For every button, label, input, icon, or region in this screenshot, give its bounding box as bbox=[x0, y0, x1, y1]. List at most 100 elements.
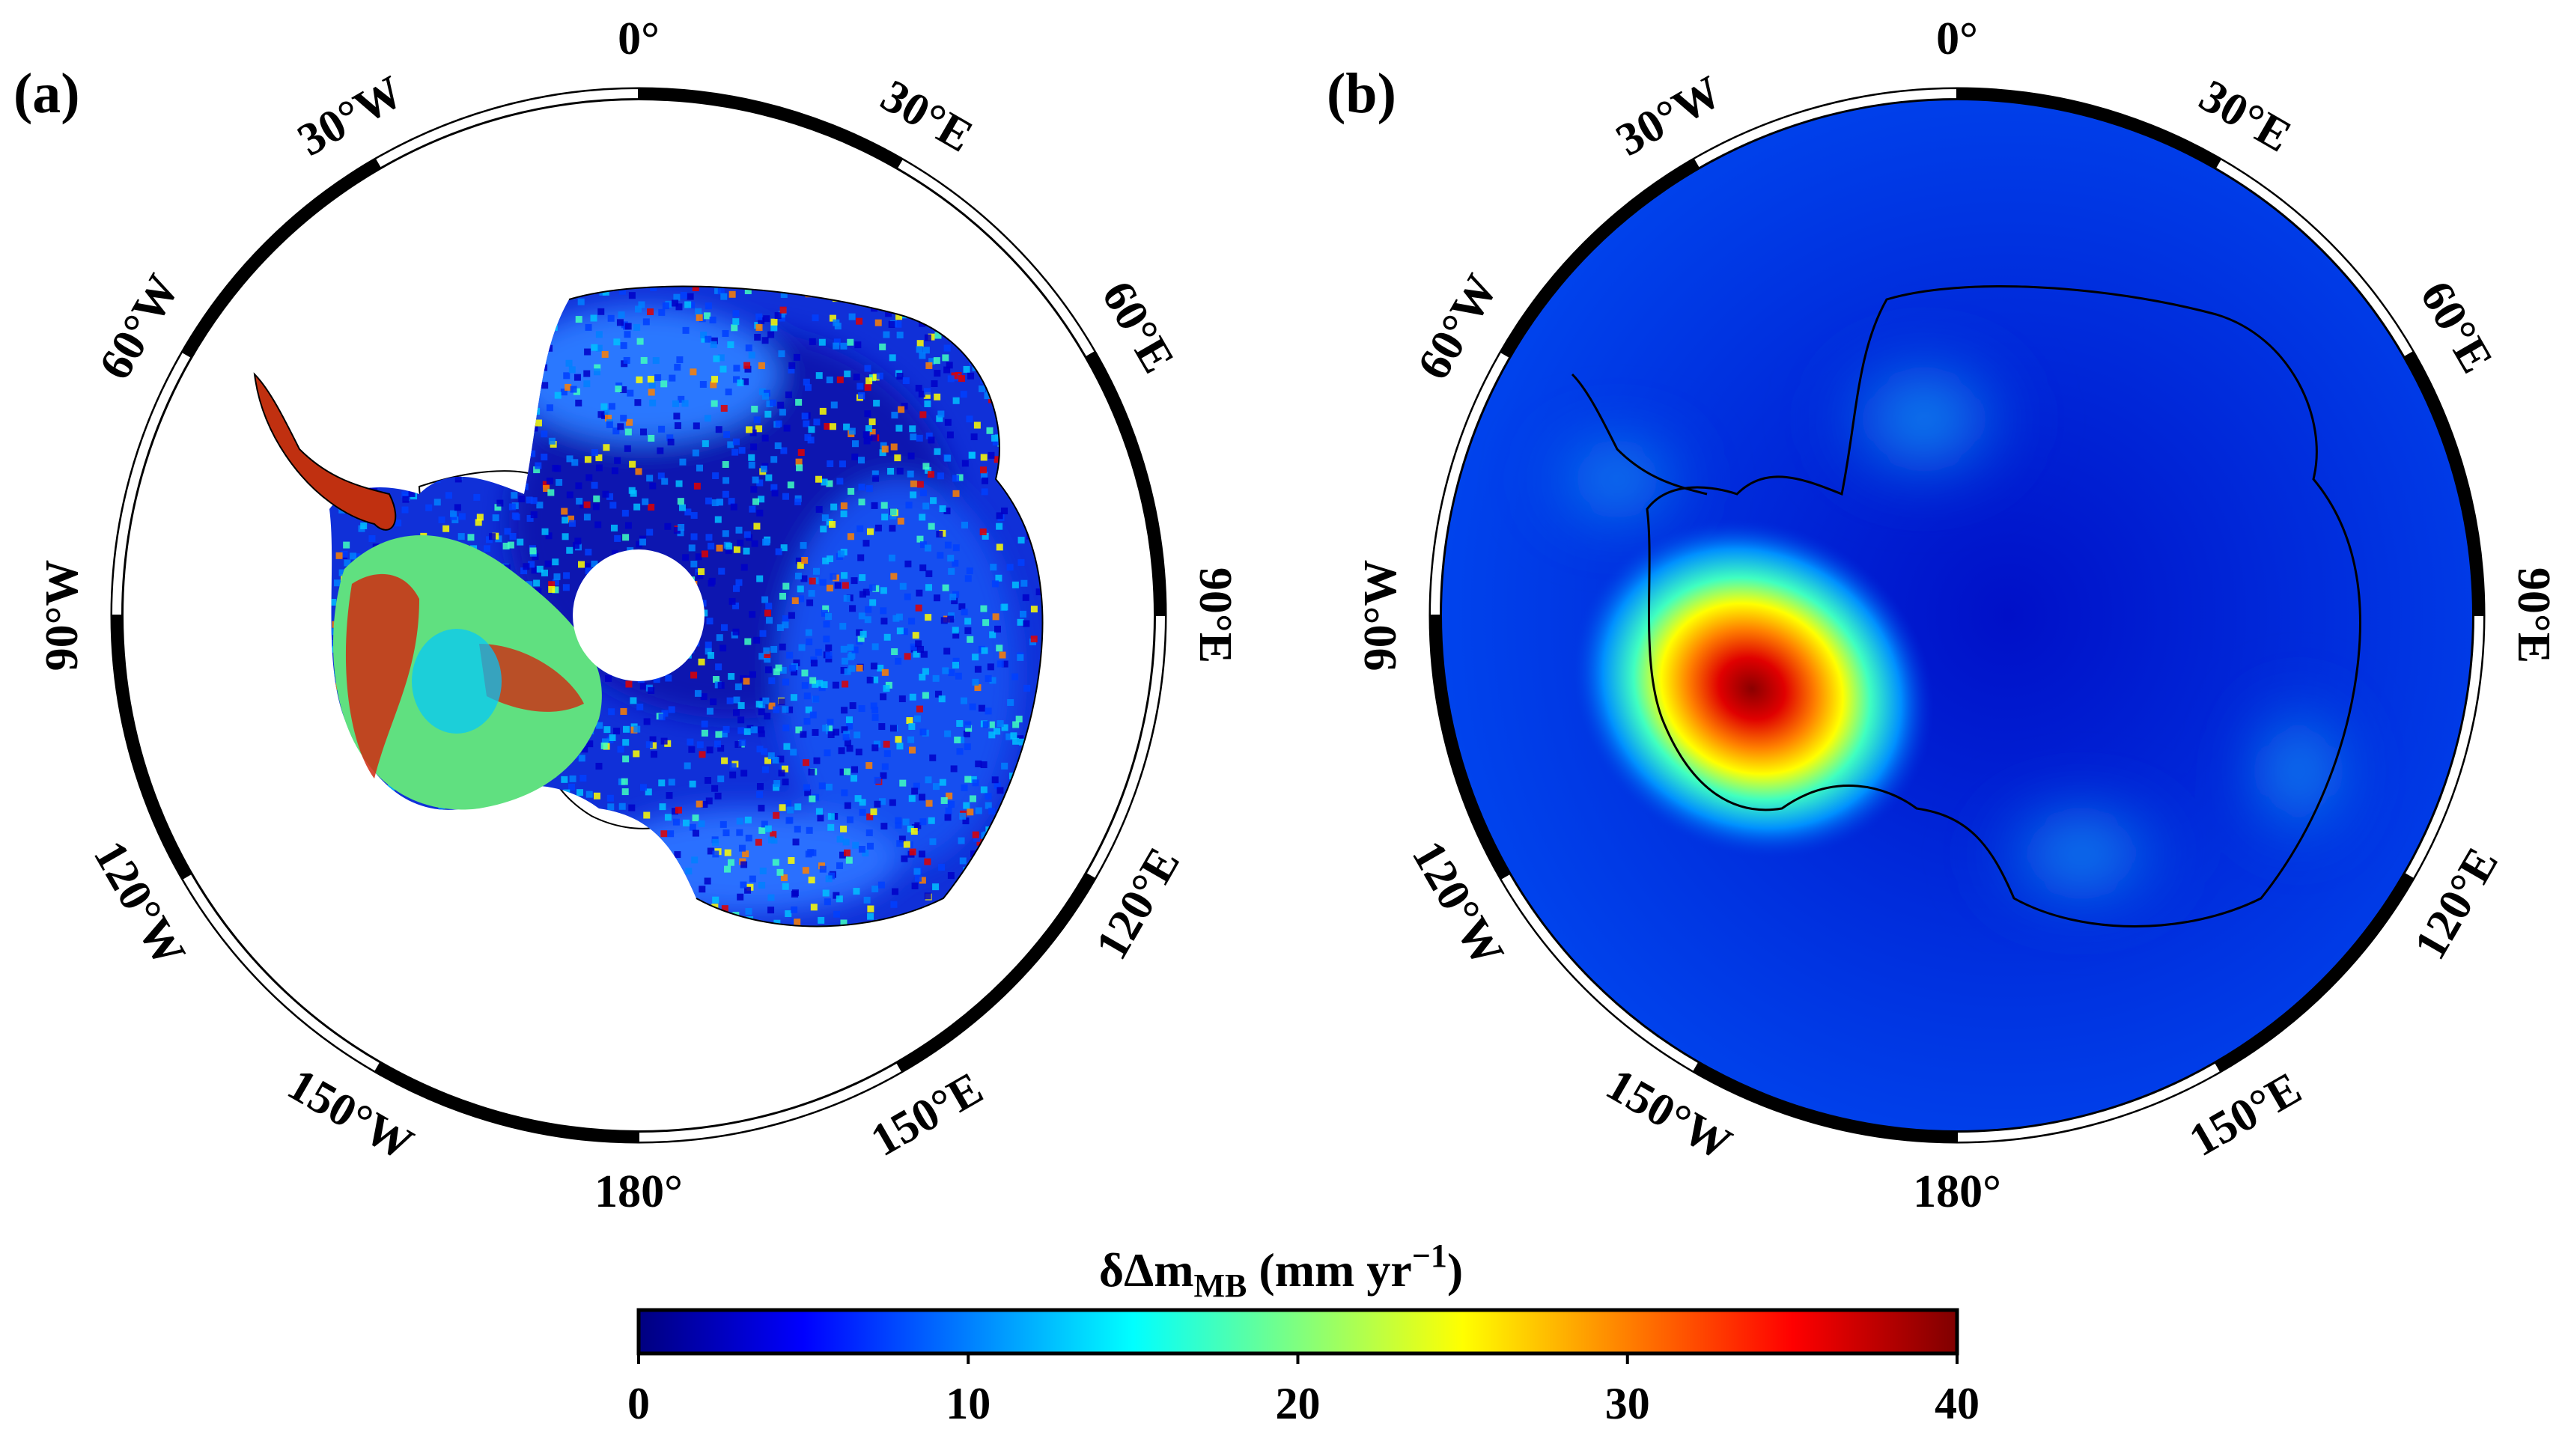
speckle bbox=[338, 569, 346, 576]
speckle bbox=[916, 705, 923, 713]
speckle bbox=[778, 350, 785, 358]
speckle bbox=[759, 867, 767, 874]
speckle bbox=[536, 565, 544, 573]
speckle bbox=[614, 457, 621, 464]
speckle bbox=[827, 719, 834, 726]
speckle bbox=[445, 492, 452, 499]
speckle bbox=[689, 823, 696, 831]
speckle bbox=[825, 652, 833, 660]
speckle bbox=[706, 618, 713, 625]
speckle bbox=[936, 530, 943, 537]
speckle bbox=[690, 561, 698, 568]
speckle bbox=[833, 892, 840, 899]
speckle bbox=[915, 385, 922, 392]
speckle bbox=[844, 802, 851, 809]
speckle bbox=[895, 736, 902, 743]
speckle bbox=[946, 792, 953, 799]
speckle bbox=[815, 475, 822, 483]
speckle bbox=[601, 350, 609, 358]
speckle bbox=[931, 380, 938, 388]
speckle bbox=[904, 653, 911, 660]
speckle bbox=[803, 784, 810, 791]
speckle bbox=[892, 615, 900, 622]
west-antarctica-field bbox=[333, 535, 602, 810]
speckle bbox=[815, 808, 823, 815]
speckle bbox=[803, 718, 811, 725]
speckle bbox=[579, 775, 587, 782]
speckle bbox=[798, 644, 806, 651]
speckle bbox=[933, 357, 940, 365]
speckle bbox=[958, 375, 966, 383]
speckle bbox=[529, 450, 536, 457]
speckle bbox=[645, 788, 652, 796]
speckle bbox=[625, 680, 633, 688]
speckle bbox=[624, 331, 631, 338]
speckle bbox=[866, 813, 874, 820]
speckle bbox=[870, 702, 877, 710]
speckle bbox=[916, 340, 924, 347]
speckle bbox=[801, 412, 809, 420]
speckle bbox=[1001, 660, 1008, 668]
speckle bbox=[696, 464, 703, 472]
speckle bbox=[530, 497, 538, 505]
speckle bbox=[943, 648, 951, 655]
speckle bbox=[720, 731, 728, 738]
speckle bbox=[755, 425, 763, 433]
speckle bbox=[681, 400, 689, 407]
speckle bbox=[830, 573, 837, 580]
speckle bbox=[708, 543, 715, 550]
speckle bbox=[533, 579, 541, 587]
speckle bbox=[758, 730, 765, 737]
speckle bbox=[1017, 558, 1025, 566]
speckle bbox=[748, 351, 755, 359]
speckle bbox=[910, 643, 917, 651]
panel-a-lon-label: 0° bbox=[618, 13, 660, 64]
colorbar-gradient bbox=[636, 1308, 1959, 1356]
speckle bbox=[899, 779, 907, 787]
speckle bbox=[840, 919, 848, 927]
speckle bbox=[600, 742, 608, 749]
speckle bbox=[360, 522, 368, 529]
speckle bbox=[837, 550, 845, 558]
speckle bbox=[484, 545, 491, 552]
speckle bbox=[667, 830, 675, 838]
speckle bbox=[773, 784, 780, 791]
speckle bbox=[755, 838, 762, 846]
speckle bbox=[748, 454, 755, 461]
speckle bbox=[672, 299, 679, 307]
speckle bbox=[692, 286, 699, 291]
speckle bbox=[649, 399, 657, 406]
speckle bbox=[664, 740, 672, 747]
speckle bbox=[847, 338, 854, 346]
speckle bbox=[511, 492, 518, 499]
speckle bbox=[916, 645, 924, 653]
speckle bbox=[711, 400, 718, 407]
speckle bbox=[948, 801, 955, 808]
speckle bbox=[633, 503, 641, 511]
speckle bbox=[596, 722, 603, 729]
speckle bbox=[594, 368, 601, 376]
speckle bbox=[787, 481, 794, 489]
speckle bbox=[913, 868, 921, 875]
speckle bbox=[982, 619, 990, 627]
speckle bbox=[1056, 282, 1063, 289]
speckle bbox=[768, 702, 776, 710]
speckle bbox=[745, 907, 752, 915]
speckle bbox=[591, 481, 598, 489]
speckle bbox=[858, 705, 865, 713]
speckle bbox=[825, 613, 833, 621]
speckle bbox=[934, 393, 941, 400]
speckle bbox=[773, 668, 780, 675]
speckle bbox=[872, 475, 880, 482]
speckle bbox=[545, 532, 553, 540]
speckle bbox=[611, 549, 618, 557]
speckle bbox=[628, 804, 636, 811]
speckle bbox=[859, 808, 866, 816]
speckle bbox=[919, 877, 926, 884]
speckle bbox=[894, 454, 901, 462]
speckle bbox=[961, 784, 968, 791]
panel-b-hotspot bbox=[1570, 518, 1934, 859]
speckle bbox=[944, 541, 952, 549]
speckle bbox=[801, 682, 809, 689]
speckle bbox=[775, 548, 782, 555]
